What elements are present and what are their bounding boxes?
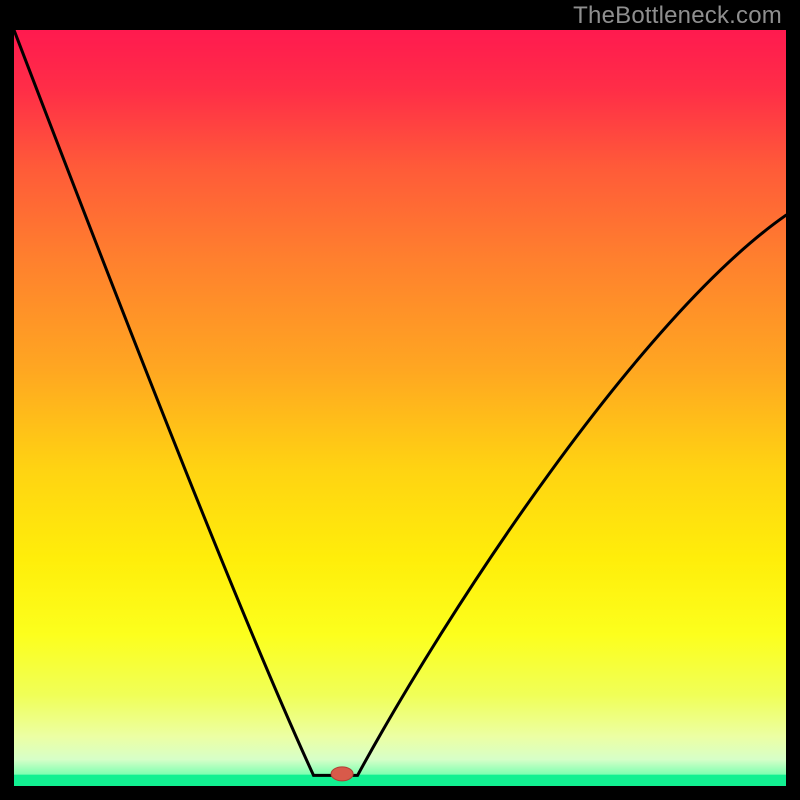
chart-frame: TheBottleneck.com <box>0 0 800 800</box>
watermark-text: TheBottleneck.com <box>573 2 782 30</box>
bottleneck-chart <box>14 30 786 786</box>
gradient-background <box>14 30 786 786</box>
green-band <box>14 775 786 786</box>
optimum-marker <box>331 767 353 781</box>
